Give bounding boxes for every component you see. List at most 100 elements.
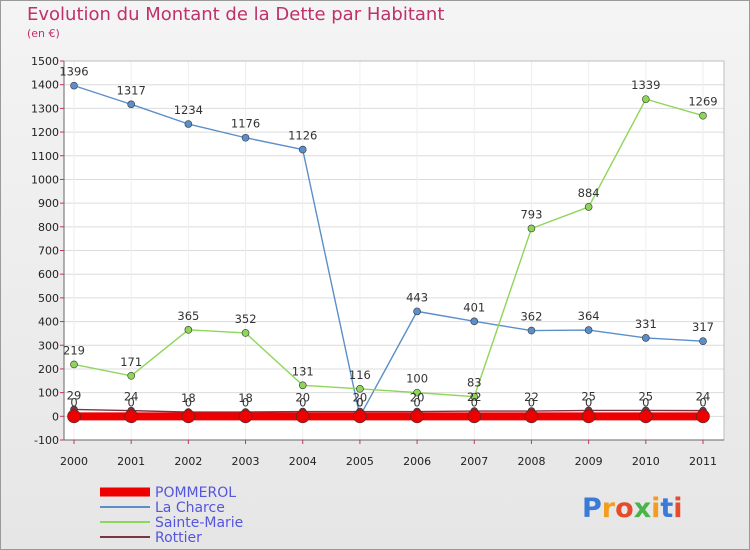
y-tick-label: 1500 — [31, 55, 59, 68]
data-point-sainte-marie — [184, 326, 193, 334]
data-label-pommerol: 0 — [413, 395, 420, 409]
data-label-la-charce: 1396 — [59, 65, 88, 79]
x-tick-label: 2003 — [232, 455, 260, 468]
y-tick-label: 200 — [38, 363, 59, 376]
y-tick-label: 1100 — [31, 150, 59, 163]
data-point-la-charce — [70, 81, 78, 90]
brand-logo-text: Proxiti — [582, 493, 683, 524]
data-point-sainte-marie — [699, 111, 707, 120]
x-tick-label: 2009 — [575, 455, 603, 468]
data-label-rottier: 20 — [410, 391, 425, 405]
x-tick-label: 2008 — [517, 455, 545, 468]
data-point-pommerol — [353, 409, 367, 424]
data-label-la-charce: 331 — [635, 317, 657, 331]
data-label-rottier: 20 — [353, 391, 368, 405]
x-tick-label: 2006 — [403, 455, 431, 468]
y-tick-label: 0 — [52, 410, 59, 423]
data-point-la-charce — [699, 337, 707, 346]
brand-letter: i — [673, 493, 682, 524]
data-label-pommerol: 0 — [242, 395, 249, 409]
chart-title: Evolution du Montant de la Dette par Hab… — [27, 4, 445, 25]
brand-letter: i — [651, 493, 660, 524]
series-group — [67, 81, 710, 424]
y-axis: -100 0 100 200 300 400 500 600 700 800 900 1000 1100… — [31, 55, 65, 447]
series-sainte-marie — [70, 95, 707, 401]
x-tick-label: 2002 — [174, 455, 202, 468]
data-label-pommerol: 0 — [699, 395, 706, 409]
data-point-pommerol — [238, 409, 253, 424]
y-tick-label: 500 — [38, 292, 59, 305]
x-tick-label: 2005 — [346, 455, 374, 468]
data-label-sainte-marie: 131 — [292, 364, 314, 378]
data-label-rottier: 24 — [124, 390, 139, 404]
data-label-pommerol: 0 — [70, 395, 77, 409]
data-label-sainte-marie: 365 — [177, 309, 199, 323]
data-point-sainte-marie — [527, 224, 536, 233]
data-point-la-charce — [642, 334, 650, 342]
data-label-sainte-marie: 100 — [406, 372, 428, 386]
plot-area — [63, 60, 725, 441]
data-point-la-charce — [127, 100, 135, 109]
data-point-sainte-marie — [470, 392, 479, 401]
legend-label-la-charce: La Charce — [155, 500, 225, 516]
data-labels: 0 0 0 0 0 0 0 0 0 0 0 01396131712341176112604434013… — [59, 65, 717, 410]
data-label-la-charce: 1317 — [117, 83, 146, 97]
y-tick-label: 600 — [38, 268, 59, 281]
data-label-sainte-marie: 1269 — [688, 95, 717, 109]
y-tick-label: 700 — [38, 245, 59, 258]
data-label-rottier: 24 — [696, 390, 711, 404]
data-label-la-charce: 317 — [692, 320, 714, 334]
data-label-sainte-marie: 116 — [349, 368, 371, 382]
data-label-rottier: 18 — [181, 391, 196, 405]
brand-letter: P — [582, 493, 602, 524]
data-label-pommerol: 0 — [356, 395, 363, 409]
data-point-pommerol — [67, 409, 81, 424]
y-tick-label: 800 — [38, 221, 59, 234]
x-axis: 2000 2001 2002 2003 2004 2005 2006 2007 2008 2009… — [60, 439, 724, 468]
x-tick-label: 2007 — [460, 455, 488, 468]
data-label-rottier: 25 — [638, 389, 653, 403]
data-point-sainte-marie — [127, 372, 135, 380]
data-label-sainte-marie: 884 — [578, 186, 600, 200]
y-tick-label: 100 — [38, 387, 59, 400]
data-point-pommerol — [581, 409, 596, 424]
data-label-la-charce: 1234 — [174, 103, 203, 117]
data-label-pommerol: 0 — [585, 395, 592, 409]
data-label-rottier: 22 — [524, 390, 539, 404]
data-point-la-charce — [584, 326, 593, 334]
legend-label-sainte-marie: Sainte-Marie — [155, 515, 243, 531]
data-point-sainte-marie — [241, 329, 250, 337]
data-label-sainte-marie: 352 — [235, 312, 257, 326]
data-point-sainte-marie — [642, 95, 650, 103]
series-line-rottier — [73, 408, 704, 413]
data-label-sainte-marie: 219 — [63, 343, 85, 357]
y-tick-label: 1000 — [31, 173, 59, 186]
brand-letter: t — [660, 493, 673, 524]
data-label-la-charce: 1176 — [231, 117, 260, 131]
data-point-pommerol — [410, 409, 424, 424]
brand-letter: r — [602, 493, 616, 524]
data-label-la-charce: 1126 — [288, 129, 317, 143]
data-label-la-charce: 443 — [406, 290, 428, 304]
data-label-la-charce: 401 — [463, 300, 485, 314]
y-tick-label: 1400 — [31, 79, 59, 92]
y-tick-label: 900 — [38, 197, 59, 210]
brand-letter: x — [634, 493, 651, 524]
series-pommerol — [67, 409, 710, 424]
x-tick-label: 2000 — [60, 455, 88, 468]
legend-label-rottier: Rottier — [155, 530, 202, 546]
data-label-rottier: 22 — [467, 390, 482, 404]
data-point-sainte-marie — [356, 385, 364, 393]
data-label-sainte-marie: 83 — [467, 376, 482, 390]
data-point-pommerol — [181, 409, 196, 424]
data-point-pommerol — [467, 409, 482, 424]
data-point-pommerol — [295, 409, 310, 424]
x-tick-label: 2001 — [117, 455, 145, 468]
data-label-pommerol: 0 — [528, 395, 535, 409]
data-label-pommerol: 0 — [642, 395, 649, 409]
data-point-sainte-marie — [298, 381, 307, 390]
data-label-la-charce: 0 — [356, 395, 363, 409]
data-label-rottier: 25 — [581, 389, 596, 403]
